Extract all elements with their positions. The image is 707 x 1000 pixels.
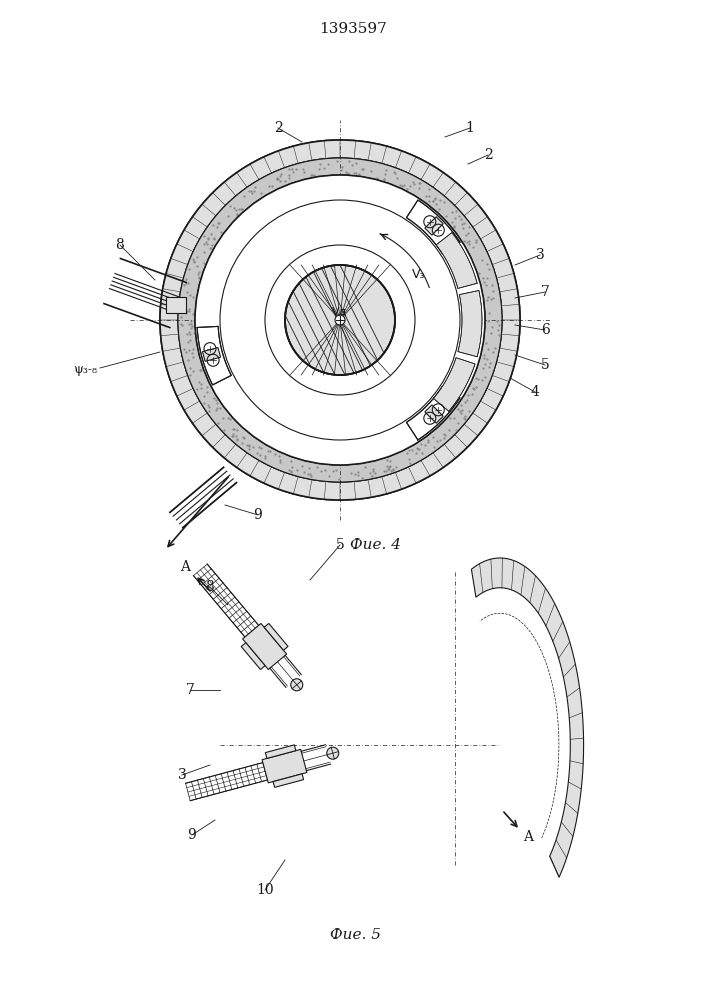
Text: 10: 10: [256, 883, 274, 897]
Ellipse shape: [220, 200, 460, 440]
Ellipse shape: [178, 158, 502, 482]
Polygon shape: [197, 326, 231, 385]
Polygon shape: [265, 745, 296, 758]
Polygon shape: [458, 290, 482, 357]
Polygon shape: [262, 749, 307, 783]
Text: 6: 6: [541, 323, 549, 337]
Polygon shape: [407, 386, 460, 440]
Ellipse shape: [285, 265, 395, 375]
Text: 9: 9: [187, 828, 197, 842]
Text: ψ₃-₈: ψ₃-₈: [73, 363, 97, 376]
Text: V₃: V₃: [412, 268, 426, 281]
Text: 7: 7: [185, 683, 194, 697]
Text: 1: 1: [466, 121, 474, 135]
Text: 5: 5: [541, 358, 549, 372]
Ellipse shape: [178, 158, 502, 482]
Ellipse shape: [160, 140, 520, 500]
Text: Vд: Vд: [332, 307, 347, 317]
Text: 2: 2: [484, 148, 492, 162]
Text: 3: 3: [536, 248, 544, 262]
Text: 8: 8: [116, 238, 124, 252]
Ellipse shape: [178, 158, 502, 482]
Ellipse shape: [160, 140, 520, 500]
Text: 8: 8: [206, 580, 214, 594]
Ellipse shape: [195, 175, 485, 465]
Polygon shape: [425, 405, 443, 423]
Text: 7: 7: [541, 285, 549, 299]
Ellipse shape: [335, 315, 345, 325]
Circle shape: [327, 747, 339, 759]
Text: 1393597: 1393597: [319, 22, 387, 36]
Polygon shape: [407, 200, 460, 254]
Text: Фие. 4: Фие. 4: [349, 538, 400, 552]
Polygon shape: [425, 217, 443, 235]
Polygon shape: [202, 348, 221, 361]
Text: A: A: [180, 560, 190, 574]
Polygon shape: [433, 358, 475, 411]
Polygon shape: [241, 643, 265, 670]
Text: 3: 3: [177, 768, 187, 782]
Ellipse shape: [195, 175, 485, 465]
Polygon shape: [472, 558, 583, 877]
Polygon shape: [264, 623, 288, 650]
Text: 9: 9: [254, 508, 262, 522]
Circle shape: [285, 265, 395, 375]
Text: 5: 5: [336, 538, 344, 552]
Polygon shape: [436, 233, 477, 288]
Polygon shape: [273, 774, 303, 787]
Circle shape: [291, 679, 303, 691]
Text: Фие. 5: Фие. 5: [329, 928, 380, 942]
Bar: [166, 297, 186, 313]
Text: 2: 2: [274, 121, 282, 135]
Text: A: A: [523, 830, 533, 844]
Text: 4: 4: [530, 385, 539, 399]
Polygon shape: [243, 623, 287, 670]
